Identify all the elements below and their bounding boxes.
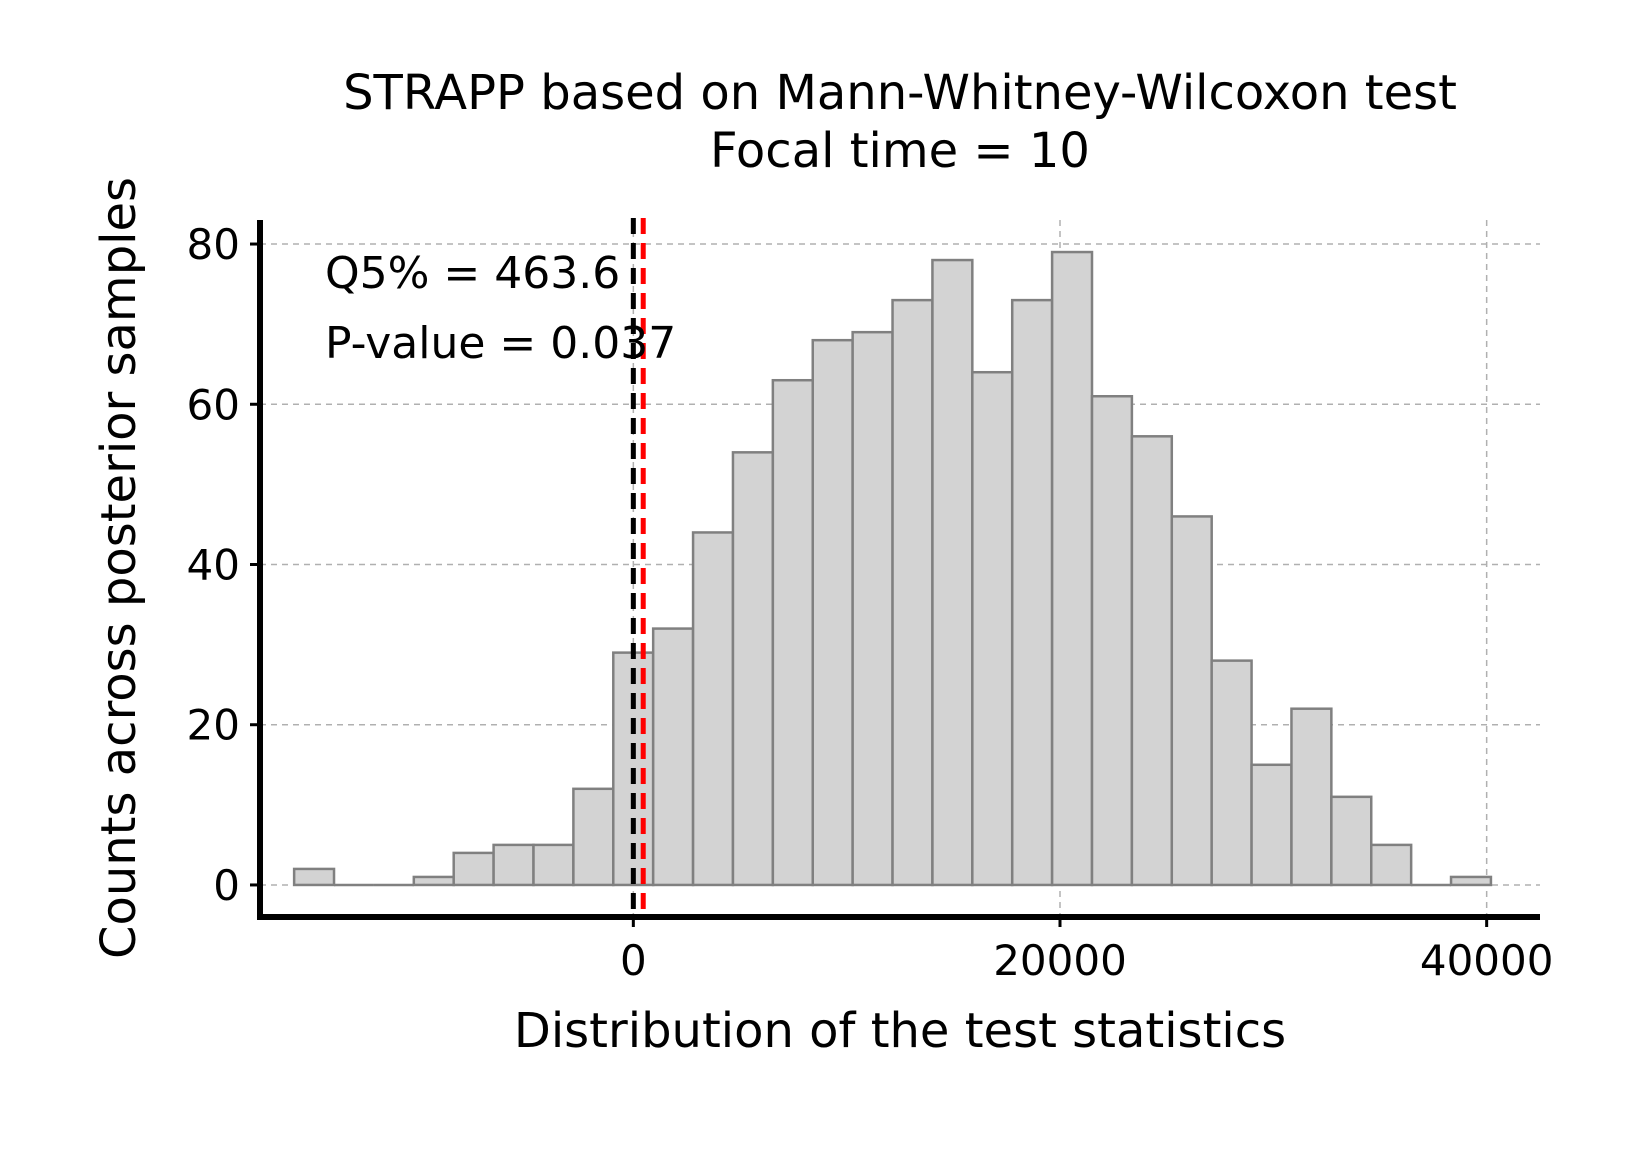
histogram-bar — [771, 378, 814, 887]
x-tick-label: 0 — [620, 936, 647, 985]
histogram-bar — [1250, 763, 1293, 887]
y-ticks: 0 20 40 60 80 — [187, 220, 260, 910]
histogram-bar — [1290, 707, 1333, 887]
y-tick-label: 0 — [213, 861, 240, 910]
histogram-bar — [1170, 515, 1213, 887]
y-axis-label: Counts across posterior samples — [91, 177, 147, 959]
histogram-bar — [731, 451, 775, 887]
x-tick-label: 20000 — [993, 936, 1127, 985]
histogram-bar — [971, 370, 1014, 887]
y-tick-label: 20 — [187, 701, 240, 750]
histogram-bar — [1050, 250, 1094, 887]
histogram-bar — [931, 258, 974, 887]
histogram-bar — [492, 843, 535, 887]
histogram-bar — [1130, 435, 1174, 887]
y-tick-label: 40 — [187, 540, 240, 589]
histogram-bar — [452, 851, 495, 887]
histogram-bar — [1370, 843, 1413, 887]
histogram-bar — [891, 298, 934, 887]
histogram-bar — [1330, 795, 1373, 887]
q5-annotation: Q5% = 463.6 — [325, 248, 620, 299]
histogram-bars — [292, 250, 1493, 887]
histogram-bar — [412, 875, 455, 887]
histogram-bar — [851, 330, 894, 887]
reference-lines — [630, 218, 646, 917]
histogram-bar — [292, 867, 336, 887]
histogram-bar — [1449, 875, 1493, 887]
histogram-bar — [691, 531, 735, 887]
histogram-bar — [651, 627, 695, 887]
chart-title: STRAPP based on Mann-Whitney-Wilcoxon te… — [343, 65, 1457, 121]
y-tick-label: 60 — [187, 380, 240, 429]
histogram-bar — [572, 787, 615, 887]
histogram-bar — [1210, 659, 1253, 887]
y-tick-label: 80 — [187, 220, 240, 269]
x-ticks: 0 20000 40000 — [620, 917, 1554, 985]
x-tick-label: 40000 — [1420, 936, 1554, 985]
chart-subtitle: Focal time = 10 — [710, 123, 1090, 179]
histogram-bar — [1090, 395, 1134, 887]
histogram-bar — [532, 843, 575, 887]
histogram-bar — [1010, 298, 1054, 887]
pvalue-annotation: P-value = 0.037 — [325, 318, 676, 369]
x-axis-label: Distribution of the test statistics — [514, 1003, 1286, 1059]
histogram-bar — [811, 338, 854, 887]
